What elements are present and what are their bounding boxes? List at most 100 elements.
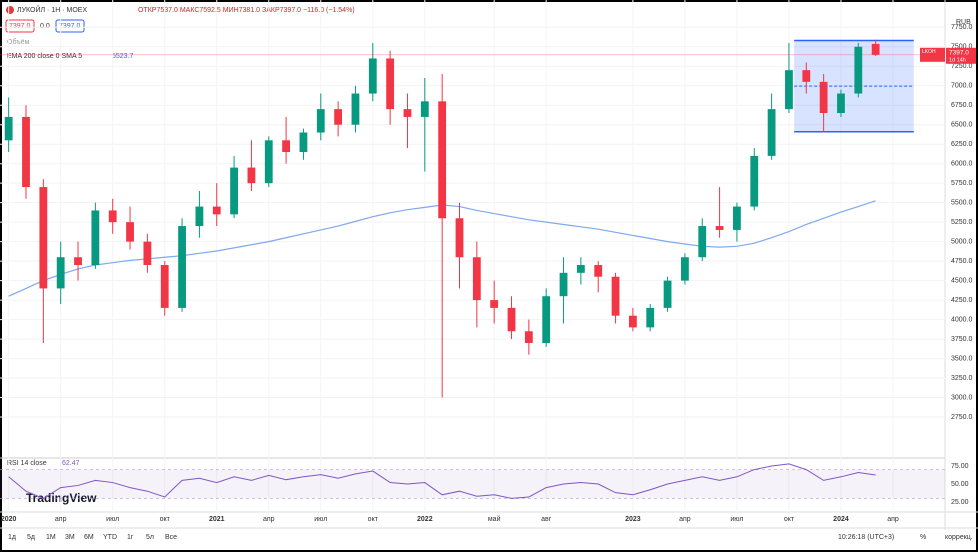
y-tick-label: 5000.0 bbox=[951, 238, 973, 245]
x-tick-label: 2020 bbox=[1, 516, 17, 523]
x-tick-label: окт bbox=[784, 516, 795, 523]
range-button[interactable]: Все bbox=[165, 534, 177, 541]
candle-body bbox=[524, 331, 533, 343]
candle-body bbox=[282, 140, 291, 152]
ema-value: 5523.7 bbox=[112, 53, 134, 60]
candle-body bbox=[611, 276, 620, 316]
symbol: ЛУКОЙЛ · 1Н · MOEX bbox=[17, 5, 87, 14]
y-tick-label: 7750.0 bbox=[951, 24, 973, 31]
candle-body bbox=[871, 43, 880, 55]
currency: RUB bbox=[956, 19, 971, 26]
x-tick-label: июл bbox=[106, 516, 119, 523]
range-button[interactable]: YTD bbox=[103, 534, 117, 541]
candle-body bbox=[299, 132, 308, 152]
countdown: 1d 14h bbox=[949, 57, 966, 63]
x-tick-label: июл bbox=[314, 516, 327, 523]
candle-body bbox=[403, 109, 412, 117]
candle-body bbox=[264, 140, 273, 184]
y-tick-label: 3000.0 bbox=[951, 394, 973, 401]
y-tick-label: 7500.0 bbox=[951, 44, 973, 51]
clock: 10:26:18 (UTC+3) bbox=[838, 534, 894, 541]
range-button[interactable]: 1М bbox=[46, 534, 56, 541]
candle-body bbox=[767, 109, 776, 156]
candle-body bbox=[715, 226, 724, 230]
range-button[interactable]: 3М bbox=[65, 534, 75, 541]
spread: 0.0 bbox=[40, 23, 50, 30]
buy-price: 7397.0 bbox=[59, 23, 81, 30]
candle-body bbox=[750, 155, 759, 207]
candle-body bbox=[819, 81, 828, 114]
rsi-tick-label: 25.00 bbox=[951, 499, 969, 506]
candle-body bbox=[438, 101, 447, 219]
x-tick-label: окт bbox=[160, 516, 171, 523]
y-tick-label: 6000.0 bbox=[951, 161, 973, 168]
candle-body bbox=[22, 116, 30, 188]
candle-body bbox=[39, 187, 48, 289]
candle-body bbox=[126, 222, 134, 242]
percent-toggle[interactable]: % bbox=[920, 534, 926, 541]
candle-body bbox=[594, 265, 603, 277]
axis-price: 7397.0 bbox=[949, 50, 969, 57]
volume-label: Объём bbox=[7, 38, 29, 46]
range-button[interactable]: 5д bbox=[27, 534, 35, 541]
candle-body bbox=[74, 257, 82, 266]
candle-body bbox=[212, 206, 221, 215]
candle-body bbox=[56, 257, 65, 289]
y-tick-label: 4000.0 bbox=[951, 316, 973, 323]
candle-body bbox=[854, 46, 863, 94]
ohlc: ОТКР7537.0 МАКС7592.5 МИН7381.0 ЗАКР7397… bbox=[138, 7, 355, 14]
rsi-tick-label: 75.00 bbox=[951, 463, 969, 470]
x-tick-label: 2024 bbox=[833, 516, 849, 523]
symbol-tag: LKOH bbox=[922, 49, 936, 55]
y-tick-label: 4750.0 bbox=[951, 258, 973, 265]
rsi-label: RSI 14 close bbox=[7, 460, 47, 467]
candle-body bbox=[108, 210, 117, 223]
y-tick-label: 3750.0 bbox=[951, 336, 973, 343]
price-tag bbox=[920, 47, 945, 62]
y-tick-label: 2750.0 bbox=[951, 414, 973, 421]
x-tick-label: апр bbox=[887, 516, 899, 523]
candle-body bbox=[837, 93, 845, 114]
x-tick-label: апр bbox=[263, 516, 275, 523]
candle-body bbox=[230, 167, 238, 215]
candle-body bbox=[559, 272, 568, 297]
candle-body bbox=[733, 206, 741, 230]
x-tick-label: окт bbox=[368, 516, 379, 523]
candle-body bbox=[316, 109, 325, 133]
candle-body bbox=[195, 206, 204, 227]
candle-body bbox=[386, 58, 395, 110]
candle-body bbox=[160, 265, 169, 308]
y-tick-label: 4250.0 bbox=[951, 297, 973, 304]
range-button[interactable]: 1г bbox=[127, 534, 134, 541]
x-tick-label: 2023 bbox=[625, 516, 641, 523]
buy-box[interactable] bbox=[55, 19, 85, 33]
sell-price: 7397.0 bbox=[9, 23, 31, 30]
rsi-line bbox=[8, 463, 876, 499]
candle-body bbox=[681, 257, 689, 281]
range-button[interactable]: 5л bbox=[146, 534, 154, 541]
x-tick-label: авг bbox=[541, 516, 552, 523]
rsi-tick-label: 50.00 bbox=[951, 481, 969, 488]
candle-body bbox=[247, 167, 256, 184]
candle-body bbox=[490, 300, 499, 308]
adjust-toggle[interactable]: коррекц. bbox=[945, 534, 973, 541]
rsi-value: 62.47 bbox=[62, 460, 80, 467]
candle-body bbox=[368, 58, 377, 94]
candle-body bbox=[178, 226, 186, 308]
sell-box[interactable] bbox=[5, 19, 35, 33]
range-button[interactable]: 1д bbox=[8, 534, 16, 541]
y-tick-label: 6750.0 bbox=[951, 102, 973, 109]
axis-price-tag bbox=[946, 47, 976, 64]
range-button[interactable]: 6М bbox=[84, 534, 94, 541]
ema-label: EMA 200 close 0 SMA 5 bbox=[7, 53, 82, 60]
y-tick-label: 4500.0 bbox=[951, 277, 973, 284]
y-tick-label: 5500.0 bbox=[951, 200, 973, 207]
candle-body bbox=[698, 226, 707, 258]
candle-body bbox=[91, 210, 100, 266]
candle-body bbox=[143, 241, 152, 266]
candle-body bbox=[472, 257, 481, 301]
y-tick-label: 3250.0 bbox=[951, 375, 973, 382]
y-tick-label: 6500.0 bbox=[951, 122, 973, 129]
candle-body bbox=[507, 307, 516, 332]
